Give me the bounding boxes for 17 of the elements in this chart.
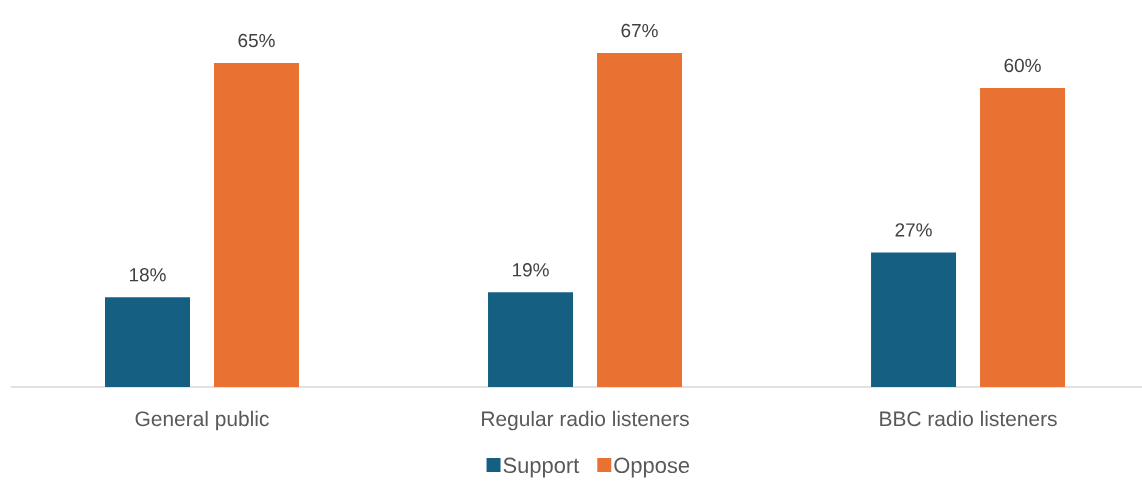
data-label: 18% [130, 268, 166, 282]
bar [980, 87, 1066, 387]
x-tick-label: BBC radio listeners [880, 410, 1057, 427]
bar [105, 297, 191, 387]
legend-label: Support [503, 457, 580, 478]
bar [871, 252, 957, 387]
data-label: 67% [621, 23, 658, 38]
legend-label: Oppose [614, 457, 690, 478]
x-tick-label: General public [135, 410, 269, 431]
bar [214, 63, 300, 387]
data-label: 60% [1004, 58, 1041, 73]
data-label: 27% [895, 223, 932, 237]
bar [488, 292, 574, 387]
bar [597, 53, 683, 387]
data-label: 65% [238, 33, 275, 48]
data-label: 19% [513, 263, 549, 277]
x-tick-label: Regular radio listeners [482, 410, 689, 431]
